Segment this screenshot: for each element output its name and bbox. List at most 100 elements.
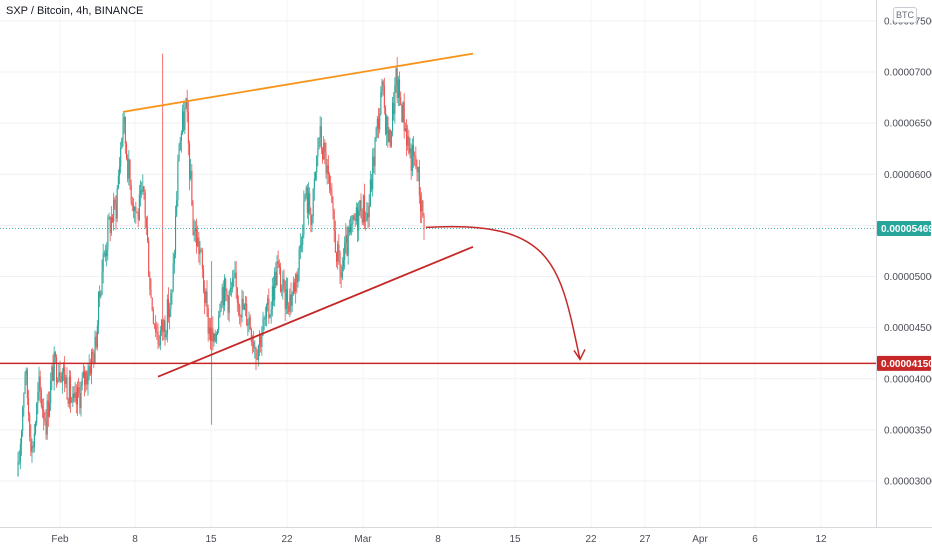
candle: [170, 288, 172, 317]
candle: [336, 251, 338, 268]
candle: [165, 329, 167, 340]
candle: [53, 346, 55, 391]
candle: [129, 159, 131, 190]
y-tick-label: 0.00004000: [884, 374, 932, 385]
candle: [303, 190, 305, 239]
candle: [157, 323, 159, 350]
candle: [124, 116, 126, 155]
candle: [231, 281, 233, 297]
x-tick-label: 22: [281, 534, 293, 545]
candle: [361, 208, 363, 225]
y-tick-label: 0.00006000: [884, 170, 932, 181]
candle: [372, 148, 374, 197]
y-tick-label: 0.00005000: [884, 272, 932, 283]
candle: [388, 126, 390, 143]
candle: [304, 193, 306, 202]
candle: [343, 248, 345, 272]
candle: [163, 318, 165, 341]
candle: [29, 412, 31, 442]
candle: [221, 283, 223, 309]
candle: [115, 195, 117, 230]
candle: [220, 301, 222, 313]
candle: [198, 231, 200, 263]
candle: [238, 295, 240, 317]
candle: [72, 386, 74, 408]
candle: [200, 247, 202, 253]
candle: [378, 107, 380, 139]
candle: [75, 384, 77, 414]
candle: [182, 104, 184, 136]
candle: [245, 295, 247, 317]
candle: [322, 146, 324, 164]
candle: [162, 53, 164, 341]
candle: [26, 367, 28, 406]
candle: [260, 333, 262, 353]
candle: [61, 368, 63, 394]
upper-resistance-trendline[interactable]: [122, 52, 474, 113]
candle: [186, 89, 188, 123]
y-tick-label: 0.00007000: [884, 68, 932, 79]
candle: [284, 280, 286, 321]
candle: [393, 92, 395, 121]
candle: [79, 381, 81, 415]
candle: [89, 358, 91, 376]
candle: [82, 363, 84, 378]
candle: [317, 137, 319, 167]
candle: [218, 310, 220, 334]
candle: [86, 369, 88, 391]
candle: [326, 159, 328, 185]
candle: [38, 366, 40, 401]
candle: [379, 108, 381, 134]
candle: [150, 278, 152, 299]
candle: [23, 392, 25, 417]
candle: [183, 100, 185, 133]
candle: [382, 79, 384, 96]
projection-curve[interactable]: [425, 225, 581, 360]
candle: [297, 268, 299, 288]
candle: [250, 327, 252, 347]
svg-text:0.00005469: 0.00005469: [881, 224, 932, 235]
candle: [131, 196, 133, 212]
candle: [164, 315, 166, 346]
candle: [109, 216, 111, 242]
lower-support-trendline[interactable]: [157, 246, 474, 378]
candle: [365, 211, 367, 231]
candle: [141, 181, 143, 199]
candle: [350, 216, 352, 235]
candle: [421, 192, 423, 224]
candle: [78, 377, 80, 398]
candle: [225, 277, 227, 302]
candle: [52, 354, 54, 382]
candle: [215, 331, 217, 344]
candle: [383, 77, 385, 115]
candle: [310, 207, 312, 233]
candle: [274, 267, 276, 307]
candle: [37, 382, 39, 415]
candle: [414, 151, 416, 166]
candle: [386, 114, 388, 146]
candle: [169, 302, 171, 330]
candle: [415, 146, 417, 170]
candle: [305, 185, 307, 200]
candle: [242, 291, 244, 310]
candle: [397, 75, 399, 107]
candle: [194, 220, 196, 243]
candle: [65, 374, 67, 388]
candle: [399, 71, 401, 107]
candle: [416, 159, 418, 182]
candle: [191, 164, 193, 207]
candle: [113, 192, 115, 231]
candle: [100, 290, 102, 299]
candle: [366, 201, 368, 222]
candle: [211, 261, 213, 425]
candle: [396, 57, 398, 104]
x-tick-label: Mar: [354, 534, 372, 545]
candle: [210, 318, 212, 350]
candle: [269, 314, 271, 319]
candle: [362, 194, 364, 226]
candle: [173, 249, 175, 274]
currency-badge[interactable]: BTC: [893, 7, 917, 23]
candle: [357, 202, 359, 243]
y-tick-label: 0.00004500: [884, 323, 932, 334]
